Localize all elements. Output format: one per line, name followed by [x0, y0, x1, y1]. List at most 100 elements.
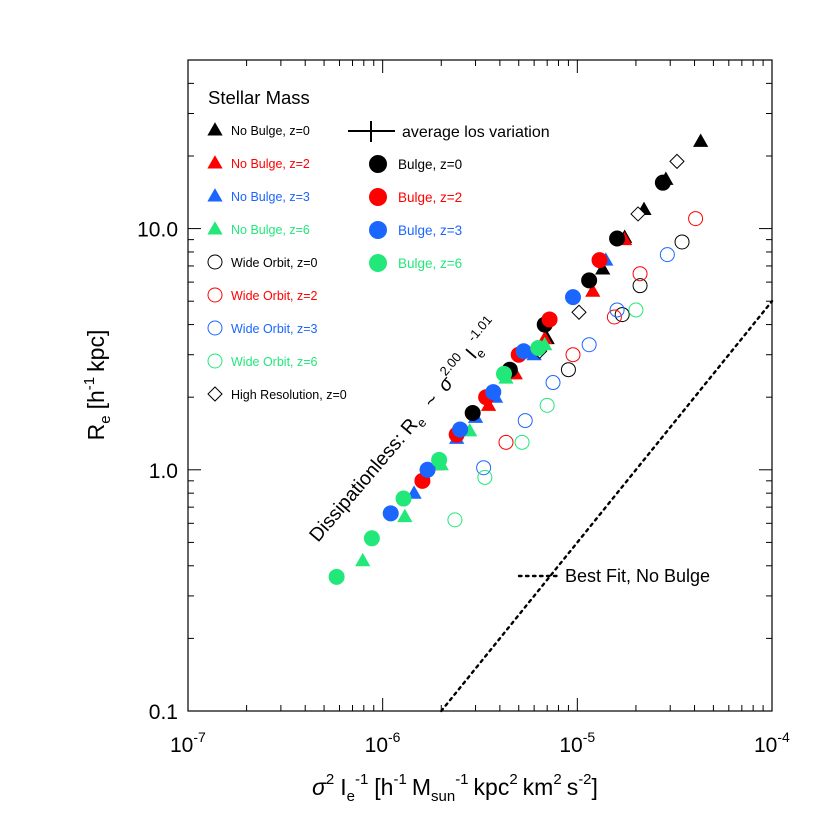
- legend-marker: [207, 188, 223, 202]
- x-tick-label: 10-4: [754, 729, 790, 757]
- legend-label-bulge-z-2: Bulge, z=2: [398, 190, 462, 205]
- data-point: [447, 512, 463, 528]
- data-point: [476, 460, 492, 476]
- legend-marker: [207, 221, 223, 235]
- series-wide-orbit-z-3: [476, 247, 675, 476]
- data-point: [328, 568, 345, 585]
- x-tick-labels: 10-7 10-6 10-5 10-4: [170, 729, 790, 757]
- data-point: [452, 421, 469, 438]
- legend-label-no-bulge-z-2: No Bulge, z=2: [231, 157, 310, 171]
- los-variation-legend: average los variation: [348, 121, 550, 142]
- legend-marker: [207, 155, 223, 169]
- data-point: [564, 289, 581, 306]
- data-point: [674, 234, 690, 250]
- legend-label-no-bulge-z-6: No Bulge, z=6: [231, 223, 310, 237]
- y-tick-label: 10.0: [137, 219, 178, 242]
- data-point: [595, 261, 611, 275]
- x-tick-label: 10-6: [365, 729, 401, 757]
- data-point: [539, 397, 555, 413]
- data-point: [545, 375, 561, 391]
- legend-marker: [369, 155, 387, 173]
- data-point: [591, 252, 608, 269]
- data-point: [382, 505, 399, 522]
- y-tick-labels: 0.1 1.0 10.0: [137, 219, 178, 724]
- data-point: [464, 404, 481, 421]
- data-point: [515, 343, 532, 360]
- data-point: [419, 461, 436, 478]
- series-wide-orbit-z-2: [498, 211, 704, 450]
- x-tick-label: 10-5: [559, 729, 595, 757]
- data-point: [498, 434, 514, 450]
- data-point: [565, 347, 581, 363]
- legend-label-wide-orbit-z-6: Wide Orbit, z=6: [231, 355, 318, 369]
- legend-marker: [369, 254, 387, 272]
- y-tick-label: 1.0: [149, 460, 178, 483]
- data-point: [654, 174, 671, 191]
- x-axis-label: σ2 Ie-1 [h-1 Msun-1 kpc2 km2 s-2]: [312, 771, 598, 805]
- legend-marker: [207, 320, 223, 336]
- data-point: [397, 508, 413, 523]
- data-point: [628, 302, 644, 318]
- legend-label-wide-orbit-z-0: Wide Orbit, z=0: [231, 256, 318, 270]
- x-tick-label: 10-7: [170, 729, 206, 757]
- data-point: [477, 469, 493, 485]
- legend-marker: [207, 254, 223, 270]
- best-fit-legend: Best Fit, No Bulge: [517, 566, 710, 586]
- data-point: [581, 337, 597, 353]
- legend-label-high-resolution-z-0: High Resolution, z=0: [231, 388, 347, 402]
- data-point: [632, 278, 648, 294]
- legend-marker: [369, 188, 387, 206]
- data-point: [355, 552, 371, 567]
- series-bulge-z-2: [414, 252, 608, 489]
- data-point: [530, 339, 547, 356]
- data-point: [363, 530, 380, 547]
- data-point: [495, 365, 512, 382]
- legend-marker: [207, 353, 223, 369]
- data-point: [406, 485, 422, 499]
- data-point: [659, 247, 675, 263]
- legend-label-bulge-z-0: Bulge, z=0: [398, 157, 462, 172]
- data-point: [614, 307, 630, 323]
- series-bulge-z-3: [382, 289, 581, 522]
- best-fit-label: Best Fit, No Bulge: [565, 566, 710, 586]
- legend-marker: [207, 287, 223, 303]
- legend-marker: [207, 122, 223, 136]
- legend: No Bulge, z=0 No Bulge, z=2 No Bulge, z=3 N…: [207, 122, 462, 402]
- y-tick-label: 0.1: [149, 701, 178, 724]
- data-point: [632, 266, 648, 282]
- axis-ticks: [187, 59, 773, 712]
- data-point: [609, 230, 626, 247]
- data-point: [485, 384, 502, 401]
- data-point: [585, 283, 601, 297]
- data-point: [395, 490, 412, 507]
- legend-label-no-bulge-z-3: No Bulge, z=3: [231, 190, 310, 204]
- plot-frame: [187, 59, 773, 712]
- data-point: [630, 206, 646, 222]
- data-point: [609, 302, 625, 318]
- series-bulge-z-6: [328, 339, 547, 585]
- data-point: [431, 451, 448, 468]
- data-point: [571, 304, 587, 320]
- los-variation-label: average los variation: [402, 124, 550, 141]
- legend-title: Stellar Mass: [208, 87, 310, 108]
- legend-label-wide-orbit-z-2: Wide Orbit, z=2: [231, 289, 318, 303]
- series-wide-orbit-z-6: [447, 302, 644, 528]
- data-point: [560, 362, 576, 378]
- series-wide-orbit-z-0: [560, 234, 690, 378]
- legend-label-bulge-z-3: Bulge, z=3: [398, 223, 462, 238]
- data-point: [517, 413, 533, 429]
- data-point: [541, 311, 558, 328]
- data-point: [606, 309, 622, 325]
- legend-label-bulge-z-6: Bulge, z=6: [398, 256, 462, 271]
- data-point: [581, 272, 598, 289]
- data-point: [669, 153, 685, 170]
- data-point: [693, 133, 709, 147]
- legend-marker: [207, 386, 223, 402]
- data-point: [688, 211, 704, 227]
- data-points: [328, 133, 709, 585]
- legend-label-no-bulge-z-0: No Bulge, z=0: [231, 124, 310, 138]
- legend-marker: [369, 221, 387, 239]
- data-point: [514, 434, 530, 450]
